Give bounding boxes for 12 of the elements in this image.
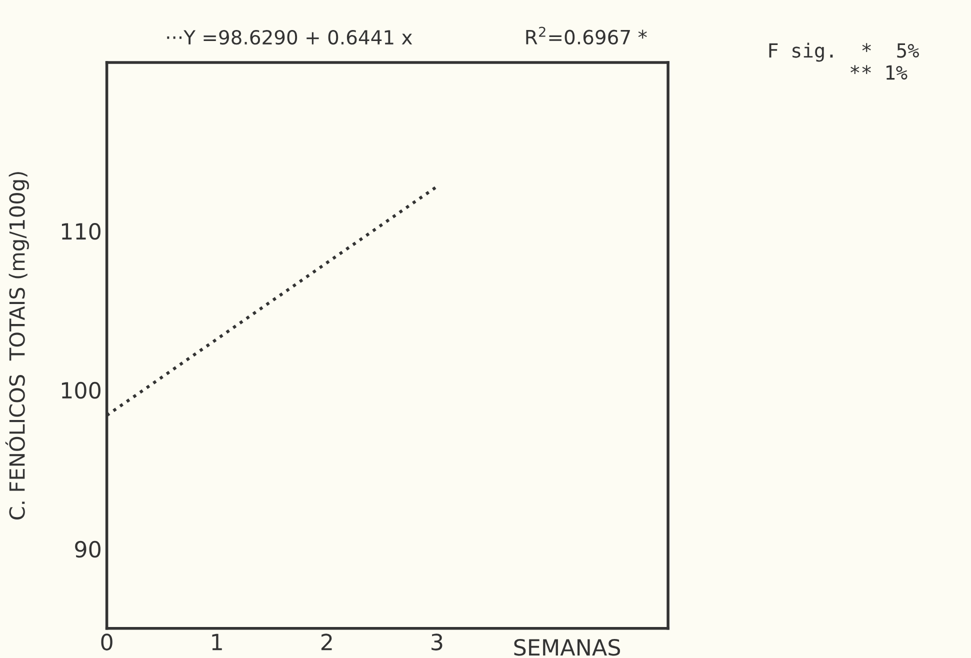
y-tick-label: 90 <box>75 540 100 558</box>
y-axis-title: C. FENÓLICOS TOTAIS (mg/100g) <box>5 172 29 520</box>
x-axis-title: SEMANAS <box>514 638 620 656</box>
y-tick-label: 100 <box>62 382 100 399</box>
x-tick-label: 1 <box>212 634 222 650</box>
text: ···Y =98.6290 + 0.6441 x <box>167 30 412 45</box>
x-tick-label: 0 <box>101 634 112 650</box>
text: F sig. * 5% ** 1% <box>769 42 919 80</box>
y-tick-label: 110 <box>62 222 100 240</box>
text: R$^{2}$=0.6967 * <box>526 26 647 45</box>
x-tick-label: 2 <box>321 634 332 650</box>
x-tick-label: 3 <box>432 634 442 650</box>
